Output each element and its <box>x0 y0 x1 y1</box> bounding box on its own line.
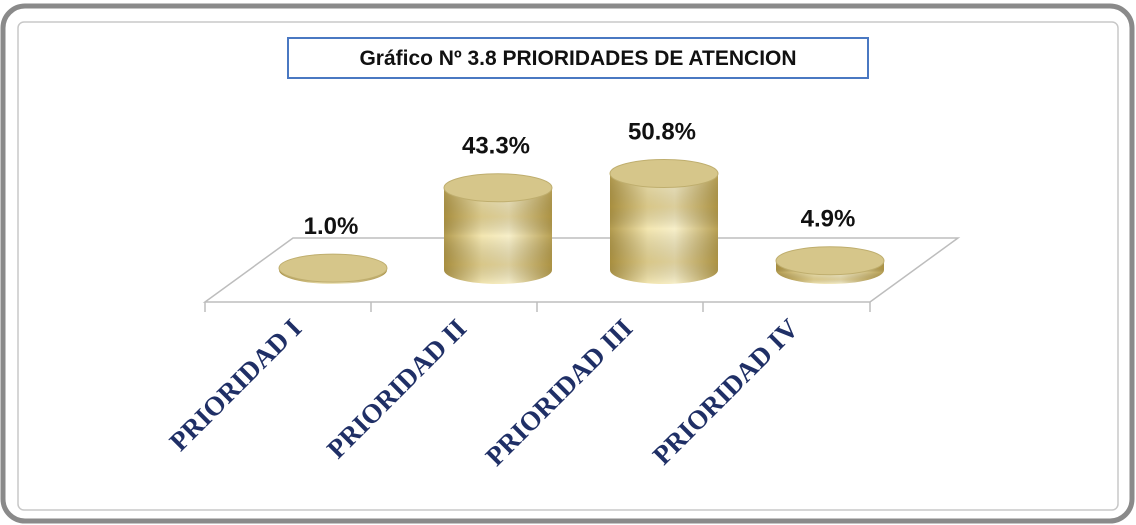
cylinder <box>443 173 553 284</box>
cylinder-bands <box>444 187 552 284</box>
value-label: 43.3% <box>462 133 530 160</box>
floor <box>202 237 961 303</box>
title-box <box>287 37 869 79</box>
value-label: 50.8% <box>628 118 696 145</box>
cylinder <box>609 158 719 284</box>
plot-frame <box>17 21 1119 511</box>
axis-ticks <box>204 302 871 312</box>
cylinder <box>775 246 885 284</box>
cylinder-bands <box>610 173 718 284</box>
cylinder-top <box>278 253 388 283</box>
value-label: 1.0% <box>304 213 359 240</box>
chart-title: Gráfico Nº 3.8 PRIORIDADES DE ATENCION <box>359 47 796 70</box>
value-label: 4.9% <box>801 206 856 233</box>
cylinder-top <box>443 173 553 203</box>
cylinder-top <box>775 246 885 276</box>
cylinder <box>278 253 388 284</box>
cylinder-top <box>609 158 719 188</box>
